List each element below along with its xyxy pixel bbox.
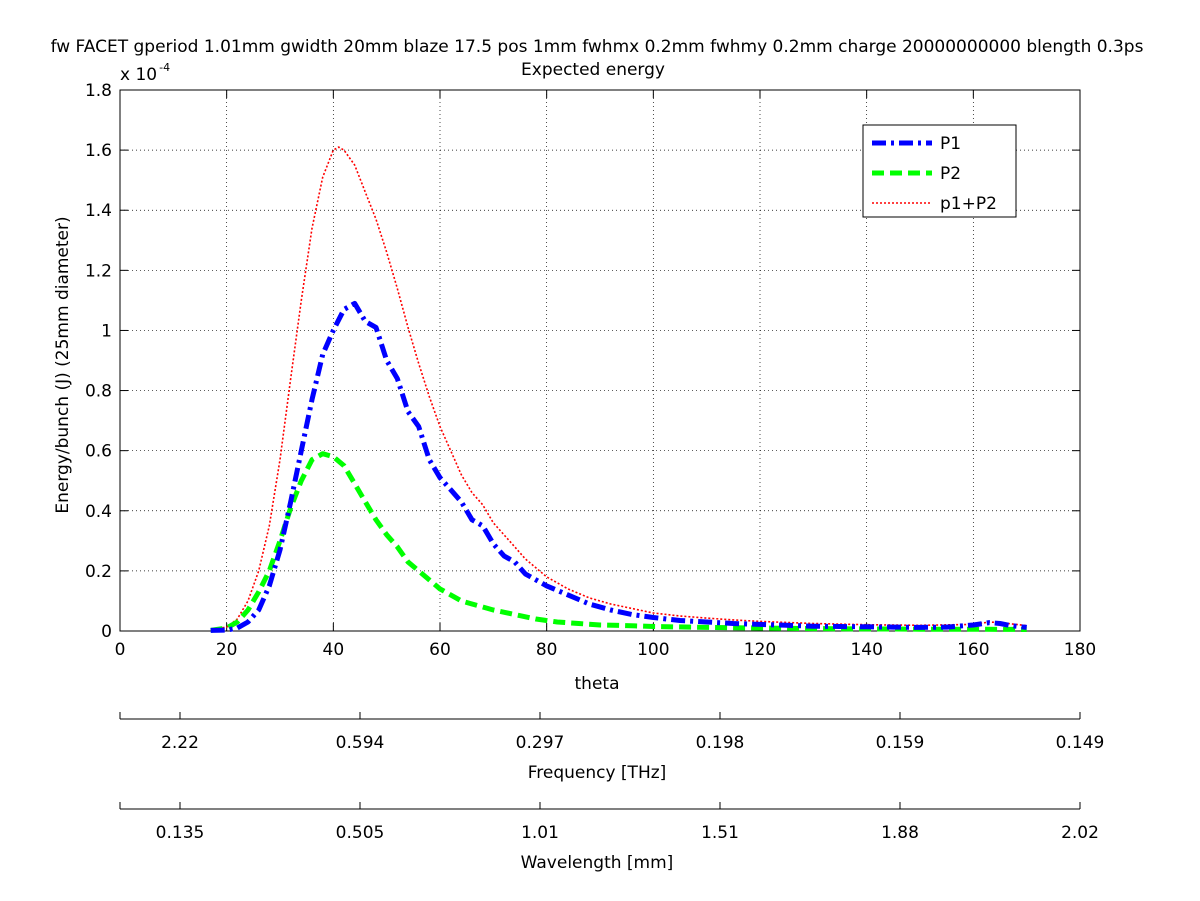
- x-tick-label: 100: [637, 640, 669, 660]
- y-tick-label: 1.6: [85, 141, 112, 161]
- frequency_axis-tick-label: 2.22: [161, 733, 199, 753]
- x-tick-label: 180: [1064, 640, 1096, 660]
- y-multiplier: x 10 -4: [120, 61, 170, 85]
- y-tick-label: 1.8: [85, 81, 112, 101]
- frequency_axis-tick-label: 0.159: [876, 733, 925, 753]
- legend-label: p1+P2: [940, 194, 997, 214]
- x-tick-label: 0: [115, 640, 126, 660]
- series-line-p1: [210, 300, 1027, 633]
- axis-ticks: 0 20 40 60 80 100 120 140 160 180 0 0.2 0.4 0.6 0.8 1 1.…: [85, 81, 1096, 660]
- wavelength_axis-tick-label: 0.505: [336, 823, 385, 843]
- wavelength-axis-label: Wavelength [mm]: [521, 853, 674, 873]
- wavelength_axis-tick-label: 1.88: [881, 823, 919, 843]
- chart-title: fw FACET gperiod 1.01mm gwidth 20mm blaz…: [51, 37, 1144, 57]
- legend-label: P2: [940, 164, 961, 184]
- wavelength_axis-tick-label: 1.51: [701, 823, 739, 843]
- plot-area-frame: [119, 89, 1081, 632]
- frequency_axis-tick-label: 0.149: [1056, 733, 1105, 753]
- y-multiplier-exponent: -4: [159, 61, 170, 74]
- x-tick-label: 40: [323, 640, 345, 660]
- y-tick-label: 1: [101, 321, 112, 341]
- x-axis-label: theta: [575, 674, 620, 694]
- x-tick-label: 60: [429, 640, 451, 660]
- legend: P1 P2 p1+P2: [862, 124, 1017, 218]
- y-tick-label: 0.2: [85, 562, 112, 582]
- x-tick-label: 140: [850, 640, 882, 660]
- y-multiplier-base: x 10: [120, 65, 157, 85]
- frequency_axis-tick-label: 0.594: [336, 733, 385, 753]
- chart-subtitle: Expected energy: [521, 60, 665, 80]
- x-tick-label: 160: [957, 640, 989, 660]
- wavelength-axis: Wavelength [mm] 0.135 0.505 1.01 1.51 1.88 2.…: [119, 802, 1099, 873]
- y-tick-label: 0.8: [85, 382, 112, 402]
- y-tick-label: 0: [101, 622, 112, 642]
- x-tick-label: 120: [744, 640, 776, 660]
- y-tick-label: 0.4: [85, 502, 112, 522]
- frequency_axis-tick-label: 0.297: [516, 733, 565, 753]
- series-layer: [210, 146, 1027, 633]
- y-tick-label: 0.6: [85, 442, 112, 462]
- wavelength_axis-tick-label: 0.135: [156, 823, 205, 843]
- y-axis-label: Energy/bunch (J) (25mm diameter): [53, 216, 73, 513]
- frequency_axis-tick-label: 0.198: [696, 733, 745, 753]
- series-line-p1-p2: [210, 146, 1027, 631]
- legend-box: [862, 124, 1017, 218]
- wavelength_axis-tick-label: 1.01: [521, 823, 559, 843]
- series-line-p2: [210, 451, 1027, 633]
- wavelength_axis-tick-label: 2.02: [1061, 823, 1099, 843]
- frequency-axis-label: Frequency [THz]: [528, 763, 667, 783]
- x-tick-label: 80: [536, 640, 558, 660]
- frequency-axis: Frequency [THz] 2.22 0.594 0.297 0.198 0.159…: [119, 712, 1105, 783]
- y-tick-label: 1.2: [85, 261, 112, 281]
- x-tick-label: 20: [216, 640, 238, 660]
- y-tick-label: 1.4: [85, 201, 112, 221]
- legend-label: P1: [940, 134, 961, 154]
